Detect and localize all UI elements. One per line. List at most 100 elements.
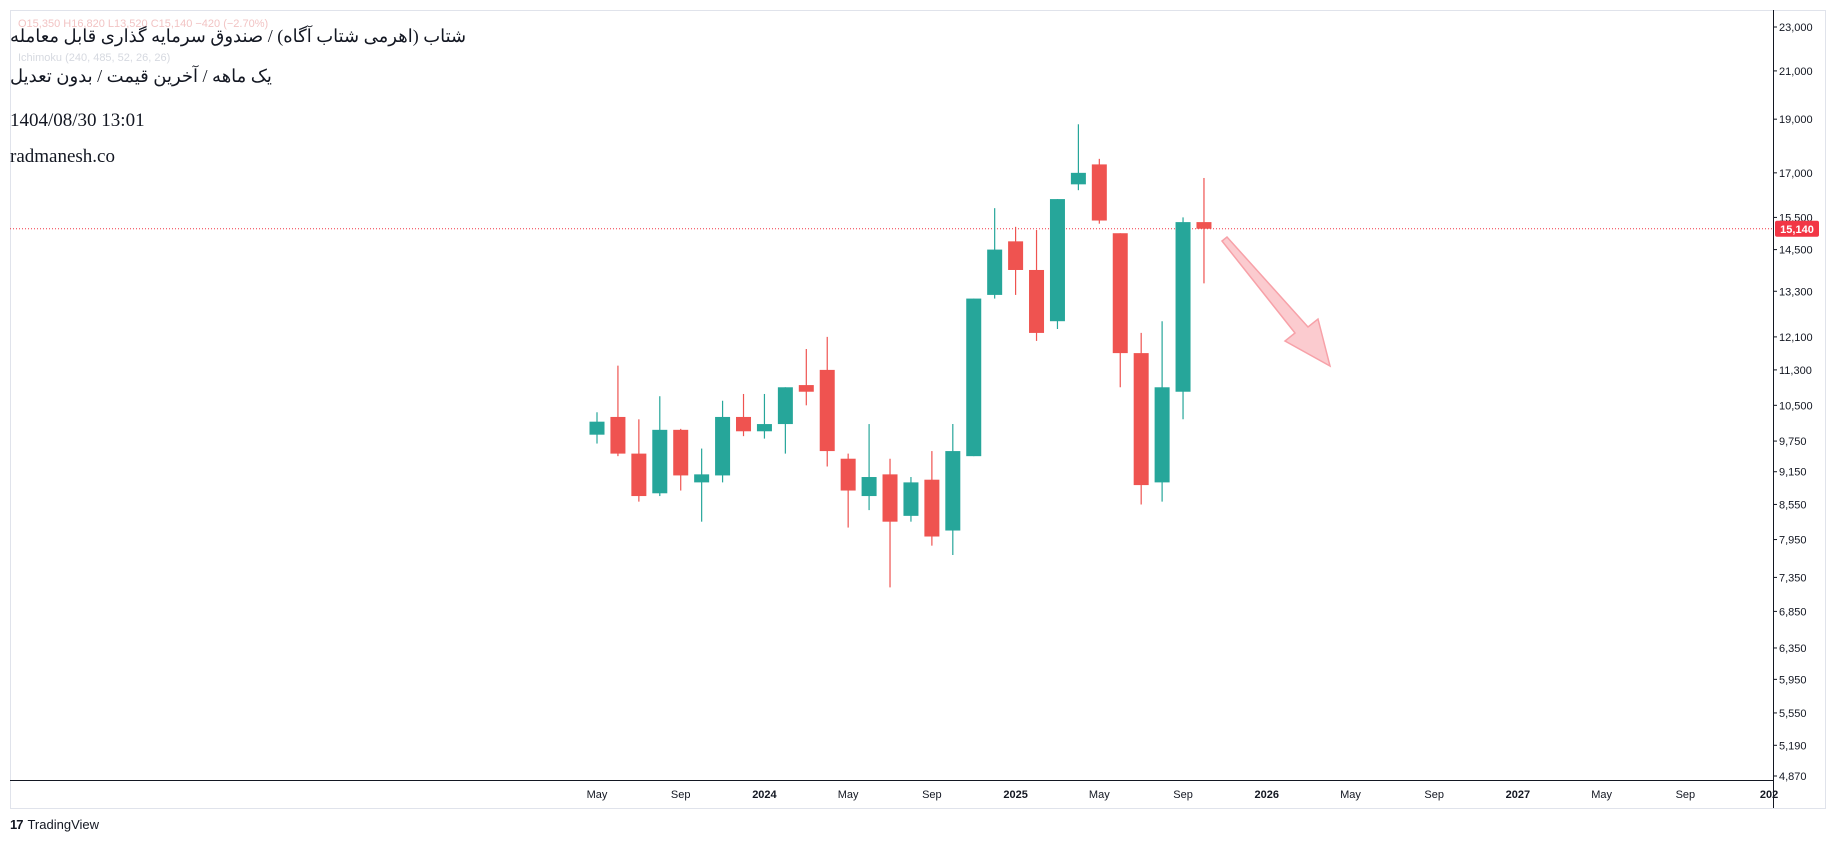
time-tick-label: 2027 bbox=[1506, 789, 1530, 801]
candle bbox=[1070, 124, 1086, 191]
time-tick-label: 2025 bbox=[1003, 789, 1027, 801]
candle bbox=[1196, 177, 1212, 284]
candle-body bbox=[652, 429, 668, 494]
candle-body bbox=[819, 369, 835, 452]
candle bbox=[1133, 332, 1149, 505]
candle-body bbox=[631, 453, 647, 497]
candle bbox=[924, 451, 940, 546]
price-tick-label: 10,500 bbox=[1779, 400, 1813, 412]
candle bbox=[966, 298, 982, 457]
price-tick-label: 21,000 bbox=[1779, 66, 1813, 78]
time-tick-label: 2024 bbox=[752, 789, 777, 801]
down-arrow-drawing[interactable] bbox=[1220, 235, 1332, 368]
candle-body bbox=[777, 387, 793, 425]
time-tick-label: May bbox=[1340, 789, 1361, 801]
candle bbox=[882, 458, 898, 588]
candle-body bbox=[1091, 164, 1107, 221]
last-price-label-layer: 15,140 bbox=[1775, 220, 1819, 237]
price-tick-label: 5,190 bbox=[1779, 740, 1807, 752]
candle-body bbox=[610, 416, 626, 454]
price-tick-label: 7,950 bbox=[1779, 535, 1807, 547]
brand-label: TradingView bbox=[27, 817, 100, 832]
candle bbox=[861, 424, 877, 511]
candle bbox=[819, 336, 835, 467]
candle-body bbox=[1008, 241, 1024, 270]
chart-frame bbox=[10, 10, 1826, 809]
candle bbox=[1175, 217, 1191, 420]
candle bbox=[715, 400, 731, 483]
candle-body bbox=[861, 477, 877, 497]
candle-body bbox=[798, 385, 814, 392]
candle bbox=[945, 424, 961, 555]
candle-body bbox=[715, 416, 731, 476]
candle-body bbox=[589, 421, 605, 435]
candle bbox=[1112, 233, 1128, 388]
price-tick-label: 9,150 bbox=[1779, 467, 1807, 479]
price-tick-label: 12,100 bbox=[1779, 332, 1813, 344]
time-tick-label: Sep bbox=[671, 789, 691, 801]
candle-body bbox=[694, 474, 710, 483]
candle bbox=[673, 428, 689, 491]
candle-body bbox=[736, 416, 752, 432]
price-tick-label: 5,550 bbox=[1779, 708, 1807, 720]
candle bbox=[1154, 321, 1170, 502]
time-tick-label: 202 bbox=[1760, 789, 1778, 801]
time-tick-label: 2026 bbox=[1255, 789, 1279, 801]
last-price-label: 15,140 bbox=[1780, 224, 1814, 236]
candle-body bbox=[1133, 353, 1149, 486]
time-axis[interactable]: May Sep 2024 May Sep 2025 May Sep 2026 May Sep 2027… bbox=[587, 789, 1779, 801]
candle bbox=[1029, 230, 1045, 341]
price-tick-label: 8,550 bbox=[1779, 499, 1807, 511]
candle-body bbox=[987, 249, 1003, 295]
price-tick-label: 6,850 bbox=[1779, 606, 1807, 618]
candle bbox=[652, 396, 668, 497]
candle bbox=[610, 365, 626, 457]
candle-body bbox=[1154, 387, 1170, 483]
price-tick-label: 14,500 bbox=[1779, 245, 1813, 257]
time-tick-label: May bbox=[1089, 789, 1110, 801]
price-tick-label: 9,750 bbox=[1779, 436, 1807, 448]
candle-body bbox=[924, 479, 940, 537]
time-tick-label: Sep bbox=[922, 789, 942, 801]
time-tick-label: May bbox=[587, 789, 608, 801]
tradingview-logo-icon: 17 bbox=[10, 817, 24, 832]
candle-body bbox=[1049, 199, 1065, 322]
candle bbox=[1091, 158, 1107, 224]
time-tick-label: Sep bbox=[1676, 789, 1696, 801]
candle bbox=[798, 349, 814, 406]
price-tick-label: 23,000 bbox=[1779, 22, 1813, 34]
time-tick-label: Sep bbox=[1424, 789, 1444, 801]
last-price-badge bbox=[1775, 220, 1819, 237]
site-url: radmanesh.co bbox=[10, 146, 115, 167]
candle-body bbox=[882, 474, 898, 522]
chart-settings-text: یک ماهه / آخرین قیمت / بدون تعدیل bbox=[10, 66, 272, 86]
candle-body bbox=[966, 298, 982, 457]
candle bbox=[631, 419, 647, 502]
candle-body bbox=[1029, 269, 1045, 333]
price-tick-label: 19,000 bbox=[1779, 114, 1813, 126]
candle-body bbox=[945, 451, 961, 531]
chart-border bbox=[10, 10, 1826, 809]
candle-body bbox=[840, 458, 856, 491]
snapshot-date: 1404/08/30 13:01 bbox=[10, 110, 145, 131]
candle bbox=[777, 387, 793, 454]
time-tick-label: Sep bbox=[1173, 789, 1193, 801]
candle bbox=[903, 477, 919, 522]
time-tick-label: May bbox=[1591, 789, 1612, 801]
candle bbox=[1049, 199, 1065, 329]
candle-body bbox=[903, 482, 919, 516]
candle-body bbox=[756, 424, 772, 432]
candle bbox=[1008, 226, 1024, 295]
indicator-legend: Ichimoku (240, 485, 52, 26, 26) bbox=[18, 52, 171, 64]
price-tick-label: 17,000 bbox=[1779, 168, 1813, 180]
tradingview-brand[interactable]: 17 TradingView bbox=[10, 817, 99, 832]
fund-title: شتاب (اهرمی شتاب آگاه) / صندوق سرمایه گذ… bbox=[10, 26, 467, 46]
price-tick-label: 11,300 bbox=[1779, 365, 1812, 377]
time-tick-label: May bbox=[838, 789, 859, 801]
price-axis[interactable]: 23,00021,00019,00017,00015,50014,50013,3… bbox=[1773, 22, 1813, 783]
candle bbox=[756, 393, 772, 439]
price-tick-label: 6,350 bbox=[1779, 643, 1807, 655]
candle-body bbox=[1175, 222, 1191, 392]
candle bbox=[694, 448, 710, 522]
